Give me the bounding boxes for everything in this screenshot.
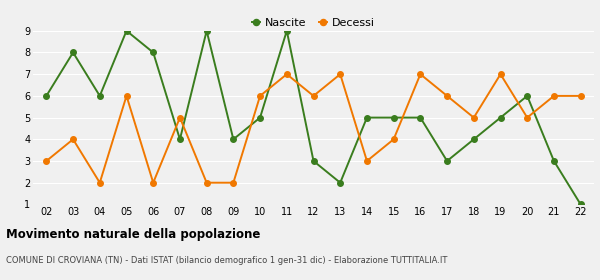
- Nascite: [96, 94, 103, 97]
- Nascite: [550, 159, 557, 163]
- Decessi: [497, 73, 504, 76]
- Nascite: [390, 116, 397, 119]
- Decessi: [203, 181, 210, 184]
- Decessi: [149, 181, 157, 184]
- Text: COMUNE DI CROVIANA (TN) - Dati ISTAT (bilancio demografico 1 gen-31 dic) - Elabo: COMUNE DI CROVIANA (TN) - Dati ISTAT (bi…: [6, 256, 448, 265]
- Legend: Nascite, Decessi: Nascite, Decessi: [248, 14, 379, 33]
- Nascite: [417, 116, 424, 119]
- Decessi: [443, 94, 451, 97]
- Nascite: [497, 116, 504, 119]
- Line: Nascite: Nascite: [44, 28, 583, 207]
- Nascite: [149, 51, 157, 54]
- Nascite: [524, 94, 531, 97]
- Nascite: [283, 29, 290, 32]
- Nascite: [70, 51, 77, 54]
- Nascite: [43, 94, 50, 97]
- Nascite: [470, 137, 478, 141]
- Decessi: [390, 137, 397, 141]
- Nascite: [310, 159, 317, 163]
- Decessi: [470, 116, 478, 119]
- Decessi: [310, 94, 317, 97]
- Decessi: [283, 73, 290, 76]
- Nascite: [337, 181, 344, 184]
- Nascite: [364, 116, 371, 119]
- Decessi: [176, 116, 184, 119]
- Decessi: [577, 94, 584, 97]
- Text: Movimento naturale della popolazione: Movimento naturale della popolazione: [6, 228, 260, 241]
- Nascite: [203, 29, 210, 32]
- Decessi: [524, 116, 531, 119]
- Decessi: [96, 181, 103, 184]
- Decessi: [230, 181, 237, 184]
- Decessi: [364, 159, 371, 163]
- Decessi: [550, 94, 557, 97]
- Decessi: [417, 73, 424, 76]
- Decessi: [70, 137, 77, 141]
- Decessi: [43, 159, 50, 163]
- Nascite: [577, 203, 584, 206]
- Nascite: [123, 29, 130, 32]
- Decessi: [123, 94, 130, 97]
- Line: Decessi: Decessi: [44, 71, 583, 185]
- Nascite: [176, 137, 184, 141]
- Decessi: [256, 94, 263, 97]
- Decessi: [337, 73, 344, 76]
- Nascite: [256, 116, 263, 119]
- Nascite: [443, 159, 451, 163]
- Nascite: [230, 137, 237, 141]
